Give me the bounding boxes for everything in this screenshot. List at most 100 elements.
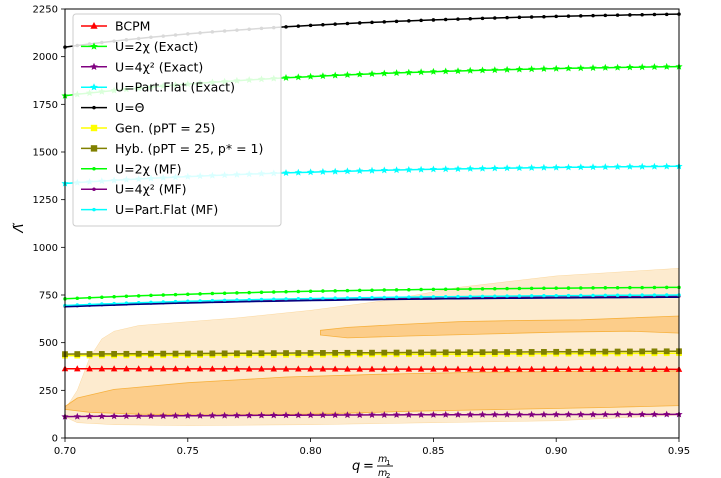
point-3-37 (515, 164, 523, 171)
point-3-27 (392, 166, 401, 174)
x-tick-label: 0.95 (668, 446, 690, 457)
point-3-34 (478, 164, 487, 172)
point-6-46 (627, 348, 633, 355)
point-1-26 (380, 69, 388, 77)
svg-text:2: 2 (386, 472, 390, 478)
point-3-47 (638, 162, 646, 170)
point-6-39 (541, 348, 547, 355)
point-0-49 (663, 365, 670, 372)
y-tick-label: 500 (39, 338, 58, 349)
point-3-43 (589, 163, 597, 171)
point-9-48 (652, 293, 657, 297)
point-6-38 (528, 349, 535, 355)
point-2-21 (319, 411, 327, 419)
point-6-29 (418, 349, 424, 356)
point-6-35 (491, 349, 498, 355)
point-1-24 (356, 70, 364, 78)
x-tick-label: 0.75 (177, 446, 199, 457)
point-2-29 (417, 411, 425, 418)
point-4-43 (591, 13, 595, 18)
point-2-23 (343, 411, 352, 419)
point-2-40 (552, 410, 560, 418)
point-6-2 (86, 351, 93, 357)
point-4-29 (419, 18, 423, 23)
point-6-22 (332, 349, 339, 356)
point-6-12 (209, 350, 216, 357)
point-4-28 (407, 19, 411, 23)
svg-text:m: m (378, 454, 387, 465)
point-9-42 (579, 293, 583, 298)
point-1-40 (552, 64, 560, 72)
point-2-41 (564, 410, 573, 418)
legend-item: Gen. (pPT = 25) (81, 121, 215, 136)
point-2-2 (85, 412, 94, 420)
legend-swatch-marker (90, 83, 98, 91)
svg-text:=: = (363, 459, 374, 474)
point-0-12 (209, 365, 216, 372)
point-9-40 (554, 293, 558, 298)
point-2-36 (503, 410, 511, 418)
point-9-49 (664, 293, 669, 297)
svg-text:m: m (378, 468, 387, 478)
point-1-42 (577, 64, 585, 72)
point-9-24 (357, 296, 362, 300)
point-2-34 (478, 410, 487, 418)
point-7-35 (493, 286, 497, 291)
point-4-48 (652, 12, 657, 17)
point-2-25 (368, 411, 376, 418)
legend-item: U=2χ (MF) (81, 161, 182, 176)
point-3-22 (331, 167, 339, 175)
point-9-17 (272, 297, 276, 302)
point-7-45 (615, 285, 620, 290)
point-4-38 (529, 15, 534, 19)
series-2 (61, 410, 683, 420)
point-3-48 (650, 162, 659, 170)
x-tick-label: 0.70 (54, 446, 76, 457)
point-0-6 (135, 365, 142, 372)
point-2-4 (110, 412, 118, 420)
point-2-49 (663, 410, 671, 418)
point-7-42 (579, 286, 583, 290)
point-3-45 (614, 163, 622, 170)
point-7-13 (222, 291, 227, 295)
point-0-36 (503, 365, 511, 372)
y-tick-label: 1250 (33, 195, 58, 206)
legend-label: U=Part.Flat (MF) (115, 202, 218, 217)
legend-item: U=Θ (81, 100, 145, 115)
point-9-25 (370, 295, 374, 300)
x-tick-label: 0.90 (545, 446, 567, 457)
point-4-26 (382, 20, 387, 24)
point-2-5 (122, 412, 130, 420)
point-0-29 (417, 365, 425, 372)
point-7-14 (235, 291, 239, 295)
point-0-26 (381, 365, 388, 372)
point-7-48 (652, 285, 657, 290)
legend-item: U=4χ² (MF) (81, 182, 187, 197)
point-3-38 (528, 164, 536, 171)
point-3-25 (368, 166, 376, 174)
point-1-44 (601, 63, 609, 71)
point-2-14 (233, 411, 241, 419)
point-9-36 (505, 294, 509, 298)
point-9-9 (173, 299, 178, 304)
point-4-20 (308, 23, 313, 28)
point-0-16 (258, 365, 265, 372)
point-0-5 (123, 365, 130, 372)
point-9-13 (222, 298, 227, 303)
legend-item: U=Part.Flat (MF) (81, 202, 218, 217)
point-1-34 (478, 66, 487, 74)
legend-swatch-marker (92, 187, 96, 191)
point-0-42 (577, 365, 584, 372)
point-3-35 (491, 164, 499, 172)
point-0-19 (295, 365, 302, 372)
legend-item: U=2χ (Exact) (81, 39, 198, 54)
point-2-44 (601, 410, 609, 418)
series-line-10 (64, 296, 679, 308)
point-9-32 (456, 294, 460, 299)
point-0-2 (86, 365, 93, 372)
legend-item: Hyb. (pPT = 25, p* = 1) (81, 141, 263, 156)
point-1-29 (417, 68, 425, 76)
legend-item: BCPM (81, 19, 150, 34)
point-2-19 (294, 411, 302, 419)
point-6-40 (553, 348, 560, 355)
